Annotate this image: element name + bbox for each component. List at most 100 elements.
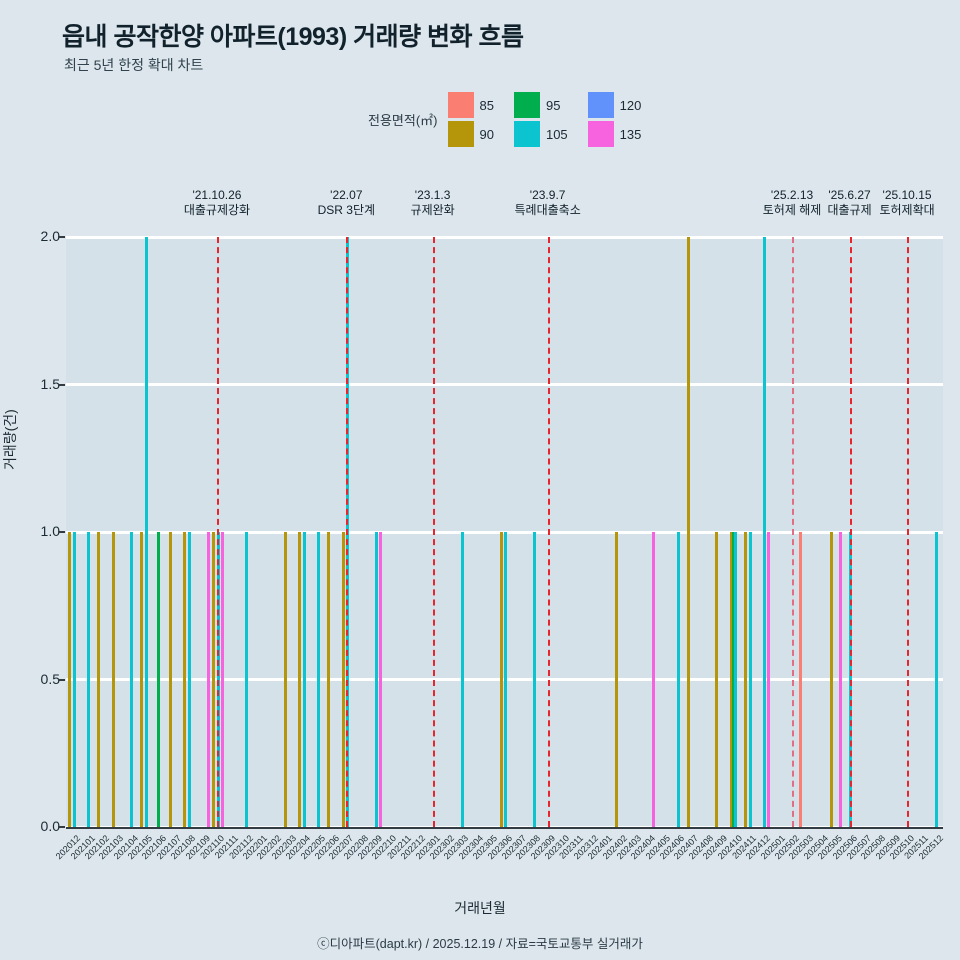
bar-202205-105[interactable] [317, 532, 321, 827]
bar-202206-90[interactable] [327, 532, 331, 827]
event-line-202110 [216, 237, 219, 827]
plot-area [66, 235, 943, 829]
bar-202411-105[interactable] [748, 532, 752, 827]
gridline-1.5 [66, 383, 943, 386]
legend-item-135[interactable]: 135 [587, 121, 641, 147]
legend-swatch-120 [587, 92, 614, 118]
x-axis-title: 거래년월 [454, 900, 506, 916]
bar-202101-105[interactable] [87, 532, 91, 827]
legend-title: 전용면적(㎡) [368, 113, 438, 128]
bar-202402-90[interactable] [614, 532, 618, 827]
bar-202012-105[interactable] [72, 532, 76, 827]
bar-202112-105[interactable] [245, 532, 249, 827]
legend-item-95[interactable]: 95 [513, 92, 568, 118]
legend-swatch-105 [513, 121, 540, 147]
event-text: 규제완화 [410, 203, 455, 217]
bar-202108-105[interactable] [187, 532, 191, 827]
legend-label-85: 85 [479, 97, 494, 113]
bar-202209-105[interactable] [374, 532, 378, 827]
event-text: DSR 3단계 [317, 203, 376, 217]
bar-202308-105[interactable] [532, 532, 536, 827]
bar-202406-105[interactable] [676, 532, 680, 827]
event-line-202207 [346, 237, 349, 827]
bar-202303-105[interactable] [460, 532, 464, 827]
page-title: 읍내 공작한양 아파트(1993) 거래량 변화 흐름 [62, 23, 524, 51]
bar-202105-105[interactable] [144, 237, 148, 827]
event-label-202309: '23.9.7 특례대출축소 [515, 188, 581, 218]
bar-202409-90[interactable] [715, 532, 719, 827]
bar-202104-105[interactable] [130, 532, 134, 827]
y-tick-mark [58, 236, 65, 238]
bar-202204-105[interactable] [302, 532, 306, 827]
event-label-202301: '23.1.3 규제완화 [411, 188, 455, 218]
legend-item-120[interactable]: 120 [587, 92, 642, 118]
legend-item-85[interactable]: 85 [447, 92, 494, 118]
bar-202306-105[interactable] [504, 532, 508, 827]
y-tick-1.5: 1.5 [40, 375, 60, 392]
bar-202203-90[interactable] [284, 532, 288, 827]
y-tick-mark [58, 531, 65, 533]
bar-202105-90[interactable] [140, 532, 144, 827]
bar-202410-95[interactable] [731, 532, 735, 827]
event-date: '25.2.13 [770, 188, 814, 202]
bar-202410-90[interactable] [729, 532, 733, 827]
bar-202107-90[interactable] [169, 532, 173, 827]
legend-items: 85 90 95 105 120 135 [447, 92, 642, 147]
legend-label-95: 95 [545, 97, 561, 113]
bar-202209-135[interactable] [379, 532, 383, 827]
event-line-202510 [907, 237, 910, 827]
legend-item-105[interactable]: 105 [513, 121, 568, 147]
legend-label-105: 105 [545, 126, 568, 142]
legend-swatch-95 [513, 92, 540, 118]
event-label-202110: '21.10.26 대출규제강화 [184, 188, 250, 218]
legend-label-120: 120 [619, 97, 642, 113]
bar-202505-90[interactable] [830, 532, 834, 827]
bar-202505-135[interactable] [839, 532, 843, 827]
legend-swatch-85 [447, 92, 474, 118]
event-line-202506 [849, 237, 852, 827]
page-subtitle: 최근 5년 한정 확대 차트 [64, 57, 204, 73]
event-label-202506: '25.6.27 대출규제 [827, 188, 871, 218]
legend-swatch-135 [587, 121, 614, 147]
event-label-202502: '25.2.13 토허제 해제 [763, 188, 822, 218]
bar-202410-105[interactable] [734, 532, 738, 827]
y-axis: 거래량(건) [2, 0, 64, 960]
bar-202412-135[interactable] [767, 532, 771, 827]
event-date: '21.10.26 [192, 188, 242, 202]
y-tick-mark [58, 383, 65, 386]
bar-202108-90[interactable] [183, 532, 187, 827]
bar-202512-105[interactable] [935, 532, 939, 827]
legend-item-90[interactable]: 90 [447, 121, 494, 147]
event-line-202309 [547, 237, 550, 827]
gridline-2.0 [66, 235, 943, 239]
y-axis-title: 거래량(건) [2, 409, 18, 470]
legend: 전용면적(㎡) 85 90 95 105 120 135 [368, 92, 641, 147]
bar-202306-90[interactable] [499, 532, 503, 827]
event-date: '25.6.27 [828, 188, 871, 202]
bar-202110-90[interactable] [212, 532, 216, 827]
bar-202407-90[interactable] [686, 237, 690, 827]
bar-202204-90[interactable] [298, 532, 302, 827]
y-tick-mark [58, 826, 65, 828]
bar-202110-135[interactable] [220, 532, 224, 827]
bar-202207-90[interactable] [341, 532, 345, 827]
bar-202109-135[interactable] [206, 532, 210, 827]
bar-202103-90[interactable] [111, 532, 115, 827]
bar-202404-135[interactable] [652, 532, 656, 827]
bar-202102-90[interactable] [97, 532, 101, 827]
legend-label-90: 90 [479, 126, 494, 142]
event-text: 대출규제강화 [183, 203, 251, 217]
y-tick-mark [58, 678, 65, 681]
bar-202106-95[interactable] [156, 532, 160, 827]
event-line-202502 [792, 237, 795, 827]
bar-202412-105[interactable] [762, 237, 766, 827]
y-tick-0.5: 0.5 [40, 670, 60, 687]
bar-202503-85[interactable] [799, 532, 803, 827]
event-text: 특례대출축소 [514, 203, 581, 217]
bar-202012-90[interactable] [68, 532, 72, 827]
event-date: '25.10.15 [882, 188, 932, 202]
y-tick-0.0: 0.0 [40, 818, 60, 834]
bar-202411-90[interactable] [744, 532, 748, 827]
event-text: 토허제확대 [879, 203, 935, 217]
event-label-202510: '25.10.15 토허제확대 [879, 188, 934, 218]
